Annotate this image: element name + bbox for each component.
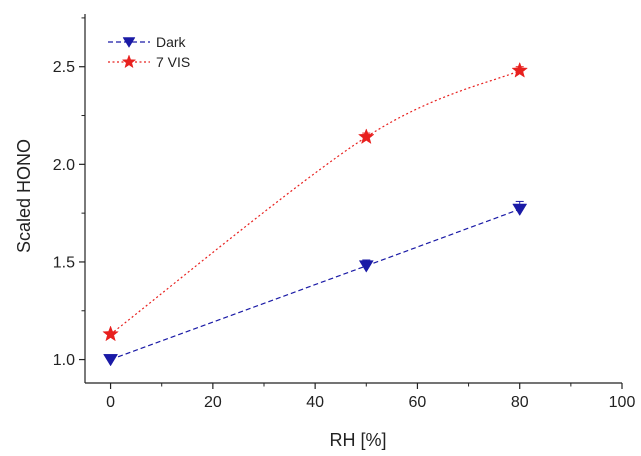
data-point bbox=[102, 325, 119, 342]
legend-label: 7 VIS bbox=[156, 54, 190, 70]
legend-marker bbox=[121, 54, 137, 69]
legend-marker bbox=[122, 37, 136, 48]
y-axis-label: Scaled HONO bbox=[14, 139, 34, 253]
x-tick-label: 80 bbox=[511, 394, 529, 411]
series-7-vis bbox=[102, 61, 529, 342]
data-point bbox=[357, 128, 375, 145]
legend: Dark 7 VIS bbox=[108, 34, 190, 70]
series-line bbox=[110, 70, 520, 335]
x-tick-label: 0 bbox=[106, 394, 115, 411]
y-tick-label: 1.0 bbox=[53, 352, 75, 369]
x-tick-label: 60 bbox=[409, 394, 427, 411]
y-tick-label: 2.5 bbox=[53, 59, 75, 76]
legend-label: Dark bbox=[156, 34, 187, 50]
axes: 0 20 40 60 80 100 1.0 1.5 2.0 2.5 bbox=[53, 14, 636, 411]
y-tick-label: 2.0 bbox=[53, 157, 75, 174]
series-dark bbox=[103, 200, 528, 367]
series-line bbox=[110, 208, 520, 361]
x-tick-label: 40 bbox=[306, 394, 324, 411]
series-layer bbox=[102, 61, 529, 367]
data-point bbox=[358, 260, 374, 273]
y-tick-label: 1.5 bbox=[53, 254, 75, 271]
x-axis-label: RH [%] bbox=[329, 430, 386, 450]
data-point bbox=[511, 61, 529, 78]
x-tick-label: 20 bbox=[204, 394, 222, 411]
data-point bbox=[103, 354, 119, 367]
x-tick-label: 100 bbox=[609, 394, 636, 411]
data-point bbox=[512, 203, 528, 217]
